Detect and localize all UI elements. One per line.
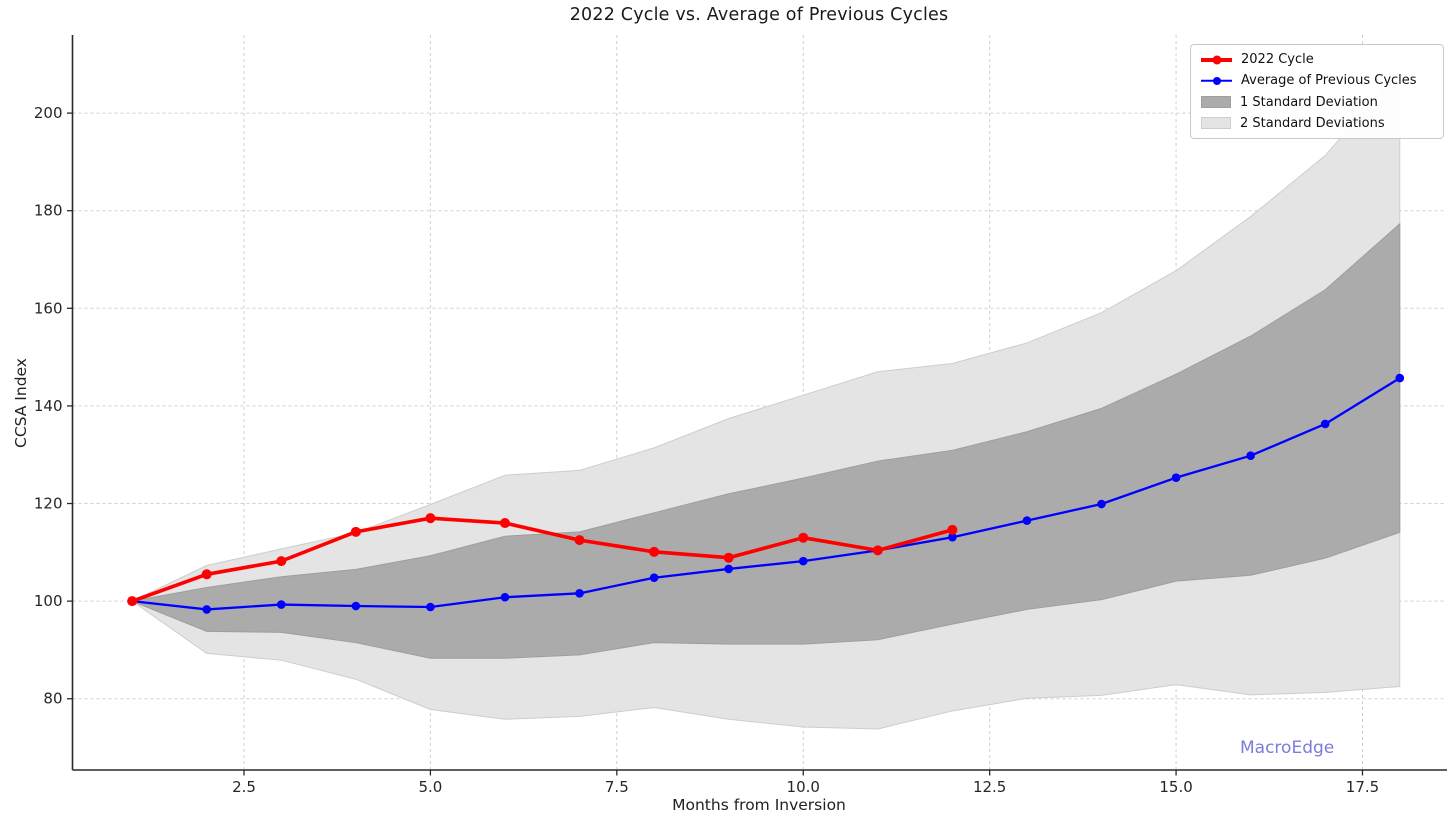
chart-title: 2022 Cycle vs. Average of Previous Cycle… [569,5,949,25]
line-2022-cycle [131,516,953,603]
line-average-previous-cycles-marker [1171,473,1181,482]
legend-item-2022-cycle: 2022 Cycle [1201,53,1433,66]
line-2022-cycle-marker [276,556,287,567]
watermark: MacroEdge [1240,738,1335,758]
x-tick-label: 12.5 [973,778,1006,796]
line-average-previous-cycles-marker [724,564,733,574]
x-tick-label: 15.0 [1159,778,1192,796]
line-average-previous-cycles-marker [1246,451,1255,460]
dark-band-swatch-icon [1201,96,1231,109]
y-tick-label: 120 [34,495,63,513]
x-tick-label: 5.0 [418,778,442,796]
line-2022-cycle-marker [723,552,734,563]
legend-item-2-std: 2 Standard Deviations [1201,117,1433,130]
line-average-previous-cycles-marker [1097,499,1106,509]
line-average-previous-cycles-marker [575,589,584,598]
line-average-previous-cycles-marker [426,602,435,612]
line-average-previous-cycles-marker [351,601,361,611]
line-2022-cycle-marker [350,526,361,537]
x-tick-label: 7.5 [605,778,629,796]
x-tick-label: 17.5 [1346,778,1379,796]
line-average-previous-cycles-marker [276,600,286,609]
x-axis-label: Months from Inversion [672,796,846,814]
blue-line-marker-icon [1201,74,1232,87]
line-2022-cycle-marker [798,532,809,543]
line-2022-cycle-marker [499,518,510,529]
line-2022-cycle-marker [649,546,660,557]
y-tick-label: 80 [43,690,62,708]
line-2022-cycle-marker [127,596,138,607]
legend-item-1-std: 1 Standard Deviation [1201,96,1433,109]
legend-label: 2 Standard Deviations [1240,115,1385,131]
line-average-previous-cycles-marker [500,592,510,602]
x-tick-label: 10.0 [787,778,820,796]
line-average-previous-cycles-marker [649,573,659,583]
line-2022-cycle-marker [574,535,585,546]
red-line-marker-icon [1201,53,1232,66]
y-tick-label: 160 [34,299,63,317]
legend-label: Average of Previous Cycles [1241,73,1417,89]
legend-label: 2022 Cycle [1241,52,1314,67]
y-tick-label: 180 [34,202,63,220]
x-tick-label: 2.5 [232,778,256,796]
line-average-previous-cycles-marker [202,605,212,614]
y-axis-label: CCSA Index [12,358,30,448]
legend-label: 1 Standard Deviation [1240,94,1378,110]
line-2022-cycle-marker [947,524,958,535]
line-average-previous-cycles-marker [798,556,808,566]
line-2022-cycle-marker [425,513,436,524]
light-band-swatch-icon [1201,117,1231,130]
line-2022-cycle-marker [872,545,883,556]
line-average-previous-cycles-marker [1022,516,1032,525]
line-2022-cycle-marker [201,569,212,580]
line-average-previous-cycles-marker [1320,419,1330,429]
y-tick-label: 100 [34,592,63,610]
y-tick-label: 200 [34,104,63,122]
legend: 2022 Cycle Average of Previous Cycles 1 … [1190,44,1444,139]
line-average-previous-cycles-marker [948,532,957,542]
legend-item-average: Average of Previous Cycles [1201,74,1433,87]
y-tick-label: 140 [34,397,63,415]
line-average-previous-cycles [132,377,1401,611]
line-average-previous-cycles-marker [1395,373,1405,383]
